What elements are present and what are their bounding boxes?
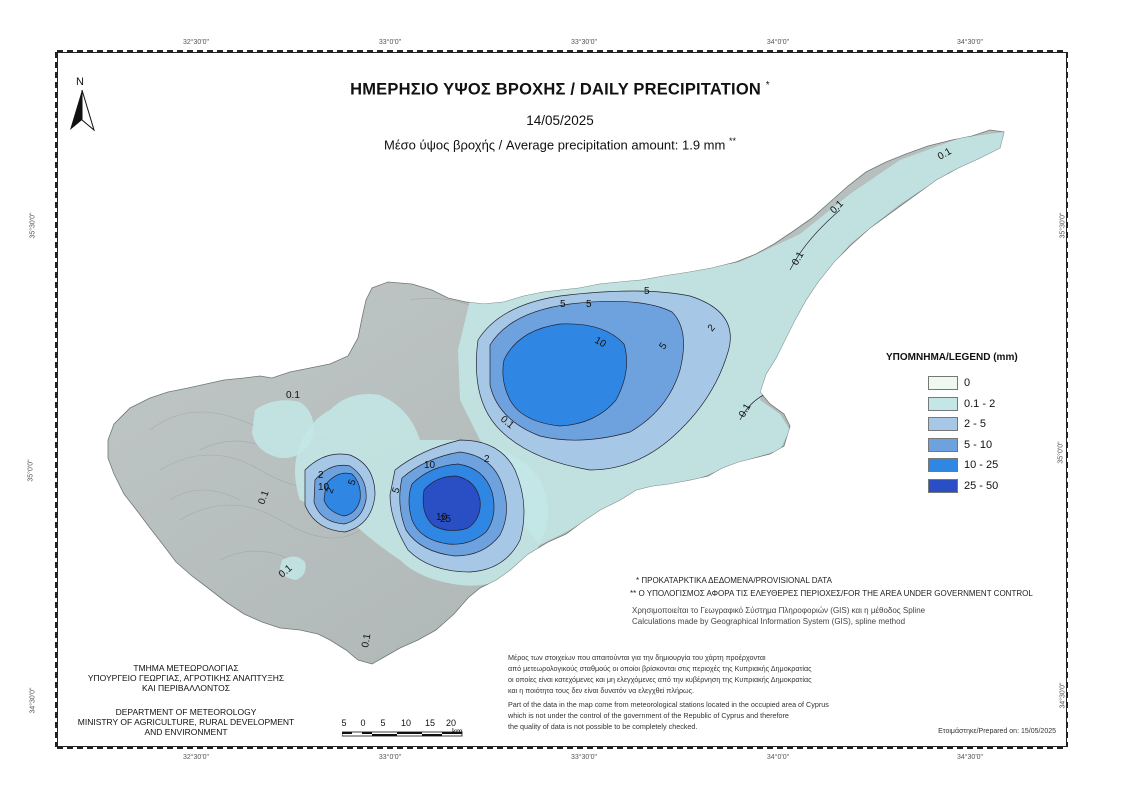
contour-label: 10 <box>318 482 330 493</box>
provisional-note: * ΠΡΟΚΑΤΑΡΚΤΙΚΑ ΔΕΔΟΜΕΝΑ/PROVISIONAL DAT… <box>636 576 832 585</box>
gis-note-gr: Χρησιμοποιείται το Γεωγραφικό Σύστημα Πλ… <box>632 606 926 615</box>
disclaimer-en: Part of the data in the map come from me… <box>508 700 829 731</box>
contour-label: 2 <box>484 454 490 465</box>
zone-25-50-central <box>422 475 481 531</box>
lon-label-bottom: 32°30'0" <box>182 754 210 761</box>
legend-item: 0 <box>928 376 970 390</box>
legend-item: 10 - 25 <box>928 458 999 473</box>
contour-label: 5 <box>644 286 650 297</box>
legend-swatch <box>928 376 958 390</box>
contour-label: 0.1 <box>286 390 300 401</box>
zone-0.1-2-south <box>280 556 306 580</box>
scale-bar <box>342 731 463 737</box>
contour-label: 10 <box>436 512 448 523</box>
scale-unit: km <box>452 727 463 736</box>
department-gr: ΤΜΗΜΑ ΜΕΤΕΩΡΟΛΟΓΙΑΣ ΥΠΟΥΡΓΕΙΟ ΓΕΩΡΓΙΑΣ, Α… <box>87 663 285 693</box>
contour-label: 2 <box>706 322 718 334</box>
legend-label: 10 - 25 <box>964 459 999 472</box>
north-letter: N <box>76 76 84 88</box>
contour-label: 5 <box>390 486 402 495</box>
contour-label: 5 <box>657 340 669 351</box>
legend-swatch <box>928 479 958 493</box>
legend-swatch <box>928 458 958 473</box>
scale-tick: 15 <box>424 718 436 728</box>
contour-label: 25 <box>440 514 452 525</box>
scale-tick: 5 <box>380 718 386 728</box>
contour-label: 10 <box>424 460 436 471</box>
gis-note-en: Calculations made by Geographical Inform… <box>632 617 906 626</box>
contour-label: 0.1 <box>360 632 373 648</box>
lon-label-bottom: 33°30'0" <box>570 754 598 761</box>
lon-label-bottom: 34°30'0" <box>956 754 984 761</box>
legend-item: 5 - 10 <box>928 437 993 452</box>
legend-label: 5 - 10 <box>964 438 993 451</box>
contour-label: 5 <box>586 299 592 310</box>
zone-10-25-east <box>502 323 627 427</box>
contour-label: 2 <box>324 486 336 495</box>
contour-label: 2 <box>318 470 324 481</box>
department-en: DEPARTMENT OF METEOROLOGY MINISTRY OF AGR… <box>77 707 295 737</box>
lon-label-top: 33°30'0" <box>570 39 598 46</box>
north-arrow-icon <box>70 90 95 132</box>
zone-10-25-west <box>323 472 361 517</box>
average-precipitation: Μέσο ύψος βροχής / Average precipitation… <box>384 136 736 153</box>
scale-tick: 5 <box>341 718 347 728</box>
disclaimer-gr: Μέρος των στοιχείων που απαιτούνται για … <box>508 653 812 695</box>
legend-label: 0 <box>964 377 971 389</box>
legend-item: 2 - 5 <box>928 417 987 432</box>
north-arrow: N <box>66 76 98 132</box>
legend-label: 0.1 - 2 <box>964 397 996 410</box>
scale-tick: 10 <box>400 718 412 728</box>
legend-label: 2 - 5 <box>964 418 987 431</box>
legend-label: 25 - 50 <box>964 480 999 492</box>
map-date: 14/05/2025 <box>526 113 594 128</box>
contour-label: 10 <box>593 335 609 350</box>
lon-label-bottom: 33°0'0" <box>378 754 402 761</box>
zone-0.1-2-west <box>252 400 314 459</box>
area-note: ** Ο ΥΠΟΛΟΓΙΣΜΟΣ ΑΦΟΡΑ ΤΙΣ ΕΛΕΥΘΕΡΕΣ ΠΕΡ… <box>630 589 1033 598</box>
lon-label-top: 34°0'0" <box>766 39 790 46</box>
legend-swatch <box>928 437 958 452</box>
map-title: ΗΜΕΡΗΣΙΟ ΥΨΟΣ ΒΡΟΧΗΣ / DAILY PRECIPITATI… <box>350 80 770 99</box>
lon-label-top: 32°30'0" <box>182 39 210 46</box>
contour-label: 5 <box>346 478 358 487</box>
prepared-date: Ετοιμάστηκε/Prepared on: 15/05/2025 <box>938 728 1056 735</box>
contour-label: 0.1 <box>256 489 271 506</box>
scale-tick: 0 <box>360 718 366 728</box>
legend-title: ΥΠΟΜΝΗΜΑ/LEGEND (mm) <box>886 352 1018 363</box>
legend-swatch <box>928 417 958 432</box>
legend-item: 0.1 - 2 <box>928 396 996 411</box>
legend-item: 25 - 50 <box>928 479 998 493</box>
contour-label: 5 <box>560 299 566 310</box>
legend-swatch <box>928 396 958 411</box>
lon-label-top: 33°0'0" <box>378 39 402 46</box>
scale-labels: 5 0 5 10 15 20 <box>338 718 478 730</box>
lon-label-bottom: 34°0'0" <box>766 754 790 761</box>
scale-tick: 20 <box>445 718 457 728</box>
graticule-bottom-border <box>57 745 1067 749</box>
lon-label-top: 34°30'0" <box>956 39 984 46</box>
